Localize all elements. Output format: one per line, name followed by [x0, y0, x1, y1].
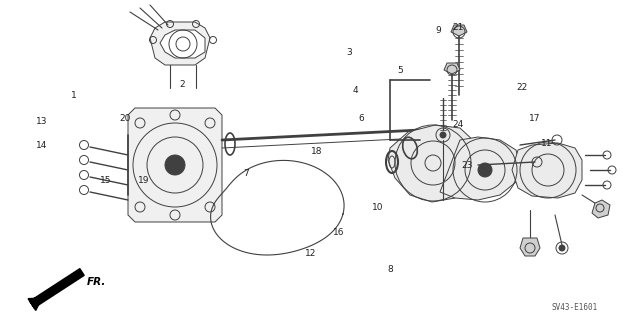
Text: 2: 2: [180, 80, 185, 89]
Polygon shape: [440, 137, 520, 200]
Text: 4: 4: [353, 86, 358, 95]
Text: 8: 8: [388, 265, 393, 274]
Text: 19: 19: [138, 176, 150, 185]
Polygon shape: [451, 25, 467, 36]
Polygon shape: [150, 22, 210, 65]
Polygon shape: [592, 200, 610, 218]
Text: 6: 6: [359, 114, 364, 122]
Text: 23: 23: [461, 161, 473, 170]
Text: 3: 3: [346, 48, 351, 57]
Text: 12: 12: [305, 249, 316, 258]
Text: 9: 9: [436, 26, 441, 35]
Circle shape: [440, 132, 446, 138]
Polygon shape: [520, 238, 540, 256]
Circle shape: [165, 155, 185, 175]
Text: 15: 15: [100, 176, 111, 185]
Text: 18: 18: [311, 147, 323, 156]
Polygon shape: [512, 143, 582, 198]
Polygon shape: [388, 125, 478, 202]
Text: 1: 1: [71, 91, 76, 100]
Polygon shape: [160, 30, 205, 58]
Text: 16: 16: [333, 228, 345, 237]
Polygon shape: [444, 63, 460, 74]
Polygon shape: [128, 108, 222, 222]
Text: 20: 20: [119, 114, 131, 122]
Circle shape: [478, 163, 492, 177]
Text: 5: 5: [397, 66, 403, 75]
Text: 22: 22: [516, 83, 527, 92]
Text: 10: 10: [372, 203, 383, 212]
Text: 7: 7: [244, 169, 249, 178]
Text: 11: 11: [541, 139, 553, 148]
Text: 13: 13: [36, 117, 47, 126]
Circle shape: [559, 245, 565, 251]
Text: 17: 17: [529, 114, 540, 122]
Polygon shape: [28, 269, 84, 310]
Text: SV43-E1601: SV43-E1601: [552, 303, 598, 313]
Text: 24: 24: [452, 120, 463, 129]
Text: 14: 14: [36, 141, 47, 150]
Text: 21: 21: [452, 23, 463, 32]
Text: FR.: FR.: [87, 277, 106, 287]
